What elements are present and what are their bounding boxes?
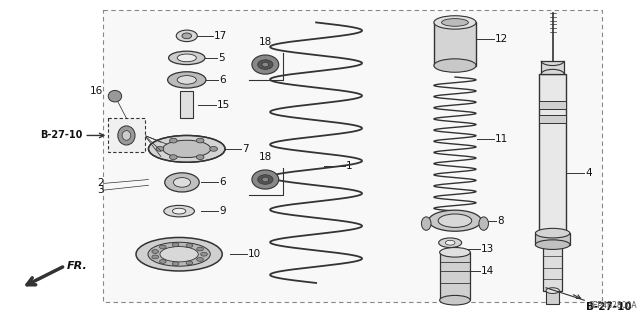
- Ellipse shape: [163, 140, 211, 158]
- Ellipse shape: [172, 243, 179, 247]
- Ellipse shape: [136, 237, 222, 271]
- Ellipse shape: [440, 248, 470, 257]
- Text: 5: 5: [218, 53, 225, 63]
- Bar: [108, 118, 145, 152]
- Ellipse shape: [118, 126, 135, 145]
- Bar: [536, 233, 570, 245]
- Text: 18: 18: [259, 152, 272, 162]
- Ellipse shape: [421, 217, 431, 230]
- Ellipse shape: [177, 76, 196, 84]
- Text: 7: 7: [243, 144, 249, 154]
- Ellipse shape: [210, 146, 218, 151]
- Ellipse shape: [122, 131, 131, 140]
- Ellipse shape: [196, 155, 204, 160]
- Ellipse shape: [546, 288, 559, 293]
- Ellipse shape: [148, 242, 210, 266]
- Ellipse shape: [173, 178, 191, 187]
- Ellipse shape: [108, 91, 122, 102]
- Ellipse shape: [196, 257, 204, 261]
- Bar: [180, 92, 193, 118]
- Text: 6: 6: [220, 75, 226, 85]
- Ellipse shape: [152, 255, 159, 259]
- Text: 8: 8: [497, 216, 504, 226]
- Ellipse shape: [479, 217, 488, 230]
- Ellipse shape: [170, 138, 177, 143]
- Ellipse shape: [429, 210, 481, 231]
- Ellipse shape: [186, 244, 193, 248]
- Text: 15: 15: [216, 100, 230, 110]
- Ellipse shape: [252, 55, 279, 74]
- Ellipse shape: [164, 173, 199, 192]
- Text: 3: 3: [97, 185, 104, 195]
- Bar: [541, 61, 564, 74]
- Ellipse shape: [168, 51, 205, 64]
- Ellipse shape: [156, 146, 164, 151]
- Text: 10: 10: [248, 249, 261, 259]
- Text: 12: 12: [495, 34, 508, 44]
- Text: 4: 4: [585, 168, 592, 178]
- Bar: [104, 10, 602, 302]
- Ellipse shape: [152, 249, 159, 253]
- Ellipse shape: [196, 247, 204, 251]
- Bar: [540, 115, 566, 123]
- Bar: [440, 252, 470, 300]
- Ellipse shape: [168, 72, 206, 88]
- Text: 9: 9: [220, 206, 226, 216]
- Ellipse shape: [160, 247, 198, 262]
- Ellipse shape: [536, 240, 570, 249]
- Ellipse shape: [201, 252, 207, 256]
- Ellipse shape: [438, 238, 461, 248]
- Ellipse shape: [258, 175, 273, 184]
- Ellipse shape: [177, 54, 196, 62]
- Ellipse shape: [176, 30, 197, 41]
- Text: FR.: FR.: [67, 261, 88, 271]
- Ellipse shape: [148, 136, 225, 162]
- Text: 6: 6: [220, 177, 226, 187]
- Ellipse shape: [258, 60, 273, 69]
- Text: 16: 16: [90, 86, 104, 96]
- Ellipse shape: [182, 33, 191, 39]
- Ellipse shape: [445, 240, 455, 245]
- Ellipse shape: [172, 208, 186, 214]
- Ellipse shape: [186, 261, 193, 265]
- Ellipse shape: [196, 138, 204, 143]
- Ellipse shape: [262, 62, 269, 67]
- Text: SEP4B2800A: SEP4B2800A: [588, 301, 637, 310]
- Text: B-27-10: B-27-10: [586, 302, 632, 312]
- Text: B-27-10: B-27-10: [40, 130, 83, 140]
- Text: 18: 18: [259, 37, 272, 47]
- Ellipse shape: [438, 214, 472, 227]
- Ellipse shape: [159, 245, 166, 249]
- Ellipse shape: [172, 262, 179, 266]
- Text: 14: 14: [481, 266, 494, 277]
- Bar: [543, 245, 562, 291]
- Text: 17: 17: [214, 31, 227, 41]
- Ellipse shape: [164, 205, 195, 217]
- Ellipse shape: [434, 59, 476, 72]
- Text: 11: 11: [495, 134, 508, 144]
- Text: 2: 2: [97, 178, 104, 188]
- Ellipse shape: [536, 228, 570, 238]
- Bar: [540, 101, 566, 109]
- Ellipse shape: [170, 155, 177, 160]
- Ellipse shape: [440, 295, 470, 305]
- Bar: [540, 74, 566, 237]
- Ellipse shape: [442, 19, 468, 26]
- Text: 1: 1: [346, 161, 353, 171]
- Bar: [434, 22, 476, 65]
- Ellipse shape: [159, 260, 166, 263]
- Bar: [546, 291, 559, 304]
- Text: 13: 13: [481, 244, 494, 255]
- Ellipse shape: [434, 16, 476, 29]
- Ellipse shape: [262, 177, 269, 182]
- Ellipse shape: [252, 170, 279, 189]
